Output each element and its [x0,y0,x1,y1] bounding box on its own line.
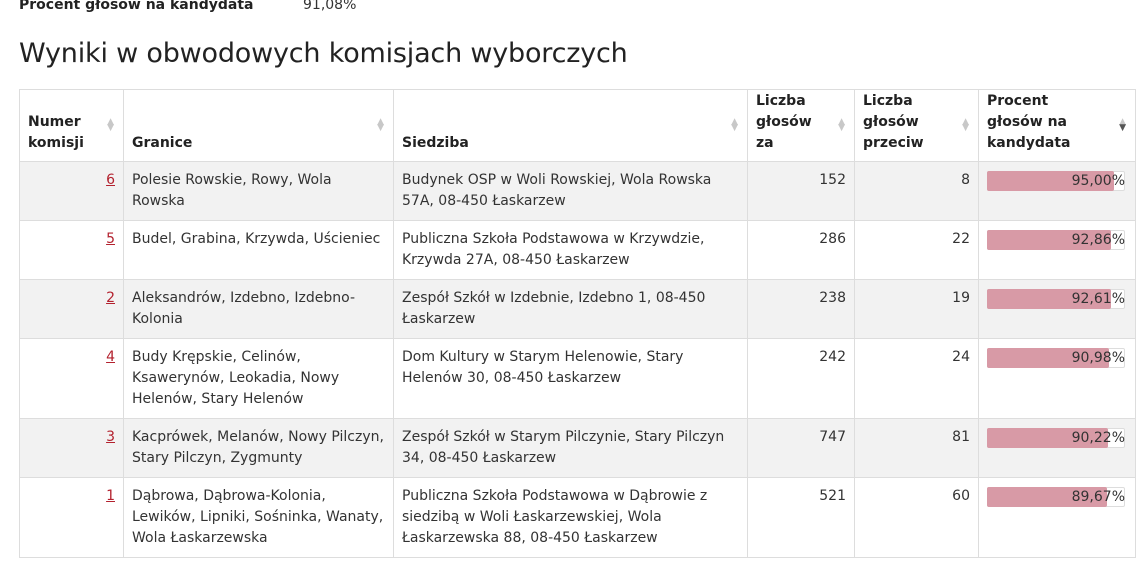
header-row: Numer komisji ▲ ▼ Granice ▲ ▼ Siedziba ▲ ▼ Lic… [19,89,1136,162]
cell-numer: 1 [19,477,124,558]
cell-przeciw: 19 [854,279,979,339]
percent-value: 90,22% [1071,430,1125,446]
commission-link[interactable]: 4 [106,349,115,365]
col-header-label: Liczba głosów przeciw [863,93,924,151]
cell-za: 747 [747,418,855,478]
cell-granice: Budel, Grabina, Krzywda, Uścieniec [123,220,394,280]
cell-siedziba: Publiczna Szkoła Podstawowa w Dąbrowie z… [393,477,748,558]
percent-bar: 92,61% [987,289,1127,310]
col-header-za[interactable]: Liczba głosów za ▲ ▼ [747,89,855,162]
percent-bar: 90,22% [987,428,1127,449]
percent-value: 95,00% [1071,173,1125,189]
table-row: 2 Aleksandrów, Izdebno, Izdebno-Kolonia Ze… [19,279,1136,339]
cell-siedziba: Budynek OSP w Woli Rowskiej, Wola Rowska… [393,161,748,221]
col-header-siedziba[interactable]: Siedziba ▲ ▼ [393,89,748,162]
cell-granice: Dąbrowa, Dąbrowa-Kolonia, Lewików, Lipni… [123,477,394,558]
cell-siedziba: Zespół Szkół w Starym Pilczynie, Stary P… [393,418,748,478]
percent-bar-fill [987,487,1108,507]
cell-za: 238 [747,279,855,339]
cell-przeciw: 81 [854,418,979,478]
table-row: 4 Budy Krępskie, Celinów, Ksawerynów, Leo… [19,338,1136,419]
table-row: 5 Budel, Grabina, Krzywda, Uścieniec Publi… [19,220,1136,280]
cell-procent: 95,00% [978,161,1136,221]
sort-arrows-icon: ▲ ▼ [731,117,738,133]
cell-numer: 3 [19,418,124,478]
summary-value: 91,08% [303,0,357,13]
col-header-przeciw[interactable]: Liczba głosów przeciw ▲ ▼ [854,89,979,162]
cell-procent: 89,67% [978,477,1136,558]
cell-numer: 4 [19,338,124,419]
percent-bar: 92,86% [987,230,1127,251]
cell-granice: Budy Krępskie, Celinów, Ksawerynów, Leok… [123,338,394,419]
summary-label: Procent głosów na kandydata [19,0,254,13]
percent-bar-fill [987,428,1108,448]
cell-procent: 92,61% [978,279,1136,339]
cell-procent: 90,22% [978,418,1136,478]
percent-value: 92,86% [1071,232,1125,248]
results-table: Numer komisji ▲ ▼ Granice ▲ ▼ Siedziba ▲ ▼ Lic… [19,89,1136,558]
cell-siedziba: Publiczna Szkoła Podstawowa w Krzywdzie,… [393,220,748,280]
col-header-procent[interactable]: Procent głosów na kandydata ▲ ▼ [978,89,1136,162]
cell-przeciw: 22 [854,220,979,280]
percent-value: 90,98% [1071,350,1125,366]
section-heading: Wyniki w obwodowych komisjach wyborczych [19,38,628,69]
percent-bar: 89,67% [987,487,1127,508]
percent-value: 92,61% [1071,291,1125,307]
sort-arrows-icon: ▲ ▼ [962,117,969,133]
cell-granice: Polesie Rowskie, Rowy, Wola Rowska [123,161,394,221]
col-header-label: Siedziba [402,135,469,151]
table-row: 1 Dąbrowa, Dąbrowa-Kolonia, Lewików, Lipn… [19,477,1136,558]
cell-siedziba: Dom Kultury w Starym Helenowie, Stary He… [393,338,748,419]
table-row: 3 Kacprówek, Melanów, Nowy Pilczyn, Stary… [19,418,1136,478]
cell-numer: 5 [19,220,124,280]
col-header-label: Numer komisji [28,114,84,151]
commission-link[interactable]: 1 [106,488,115,504]
cell-przeciw: 8 [854,161,979,221]
table-row: 6 Polesie Rowskie, Rowy, Wola Rowska Budyn… [19,161,1136,221]
percent-bar-fill [987,348,1109,368]
col-header-label: Granice [132,135,193,151]
cell-za: 286 [747,220,855,280]
cell-za: 152 [747,161,855,221]
cell-granice: Kacprówek, Melanów, Nowy Pilczyn, Stary … [123,418,394,478]
cell-przeciw: 60 [854,477,979,558]
commission-link[interactable]: 3 [106,429,115,445]
cell-za: 521 [747,477,855,558]
percent-bar: 95,00% [987,171,1127,192]
percent-bar-fill [987,171,1115,191]
col-header-label: Liczba głosów za [756,93,812,151]
sort-arrows-icon: ▲ ▼ [107,117,114,133]
sort-arrows-icon: ▲ ▼ [838,117,845,133]
col-header-numer[interactable]: Numer komisji ▲ ▼ [19,89,124,162]
percent-value: 89,67% [1071,489,1125,505]
cell-przeciw: 24 [854,338,979,419]
sort-arrows-icon: ▲ ▼ [377,117,384,133]
commission-link[interactable]: 6 [106,172,115,188]
percent-bar: 90,98% [987,348,1127,369]
col-header-granice[interactable]: Granice ▲ ▼ [123,89,394,162]
cell-numer: 2 [19,279,124,339]
cell-numer: 6 [19,161,124,221]
sort-desc-icon: ▲ ▼ [1119,117,1126,133]
col-header-label: Procent głosów na kandydata [987,93,1071,151]
percent-bar-fill [987,230,1112,250]
cell-granice: Aleksandrów, Izdebno, Izdebno-Kolonia [123,279,394,339]
commission-link[interactable]: 2 [106,290,115,306]
percent-bar-fill [987,289,1111,309]
cell-procent: 92,86% [978,220,1136,280]
commission-link[interactable]: 5 [106,231,115,247]
cell-procent: 90,98% [978,338,1136,419]
cell-za: 242 [747,338,855,419]
cell-siedziba: Zespół Szkół w Izdebnie, Izdebno 1, 08-4… [393,279,748,339]
